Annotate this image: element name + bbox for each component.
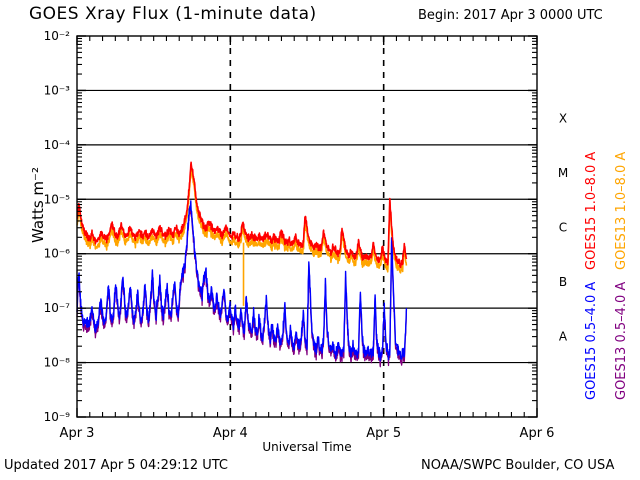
flare-class-labels: X M C B A xyxy=(558,112,568,344)
legend-label: GOES13 1.0–8.0 A xyxy=(614,152,629,270)
y-tick-label: 10⁻² xyxy=(44,29,71,43)
flare-class-B: B xyxy=(559,275,567,289)
axis-ticks xyxy=(76,35,538,418)
y-tick-label: 10⁻³ xyxy=(44,83,71,97)
y-tick-labels: 10⁻² 10⁻³ 10⁻⁴ 10⁻⁵ 10⁻⁶ 10⁻⁷ 10⁻⁸ 10⁻⁹ xyxy=(44,29,71,424)
x-tick-label: Apr 5 xyxy=(366,426,401,441)
source-credit: NOAA/SWPC Boulder, CO USA xyxy=(421,458,615,473)
legend-labels: GOES15 1.0–8.0 A GOES13 1.0–8.0 A GOES15 0… xyxy=(584,152,629,400)
x-tick-label: Apr 6 xyxy=(520,426,555,441)
y-tick-label: 10⁻⁴ xyxy=(44,138,71,152)
y-tick-label: 10⁻⁹ xyxy=(44,410,71,424)
y-tick-label: 10⁻⁶ xyxy=(44,247,71,261)
legend-label: GOES15 1.0–8.0 A xyxy=(584,152,599,270)
begin-time-label: Begin: 2017 Apr 3 0000 UTC xyxy=(418,8,603,23)
flare-class-X: X xyxy=(559,112,567,126)
chart-title: GOES Xray Flux (1-minute data) xyxy=(29,4,317,24)
y-tick-label: 10⁻⁵ xyxy=(44,192,71,206)
y-tick-label: 10⁻⁷ xyxy=(44,301,71,315)
x-tick-labels: Apr 3 Apr 4 Apr 5 Apr 6 xyxy=(60,426,555,441)
x-axis-label: Universal Time xyxy=(262,440,352,454)
legend-label: GOES13 0.5–4.0 A xyxy=(614,282,629,400)
gridlines xyxy=(77,89,537,364)
flux-series-group xyxy=(76,161,408,368)
x-tick-label: Apr 3 xyxy=(60,426,95,441)
flux-trace xyxy=(76,200,408,362)
y-tick-label: 10⁻⁸ xyxy=(44,356,71,370)
flux-trace xyxy=(76,167,408,274)
flare-class-C: C xyxy=(559,221,567,235)
updated-timestamp: Updated 2017 Apr 5 04:29:12 UTC xyxy=(4,458,228,473)
day-divider-lines xyxy=(229,36,385,417)
legend-label: GOES15 0.5–4.0 A xyxy=(584,282,599,400)
flare-class-A: A xyxy=(559,329,568,343)
flux-trace xyxy=(76,161,408,269)
x-tick-label: Apr 4 xyxy=(213,426,248,441)
flare-class-M: M xyxy=(558,166,568,180)
